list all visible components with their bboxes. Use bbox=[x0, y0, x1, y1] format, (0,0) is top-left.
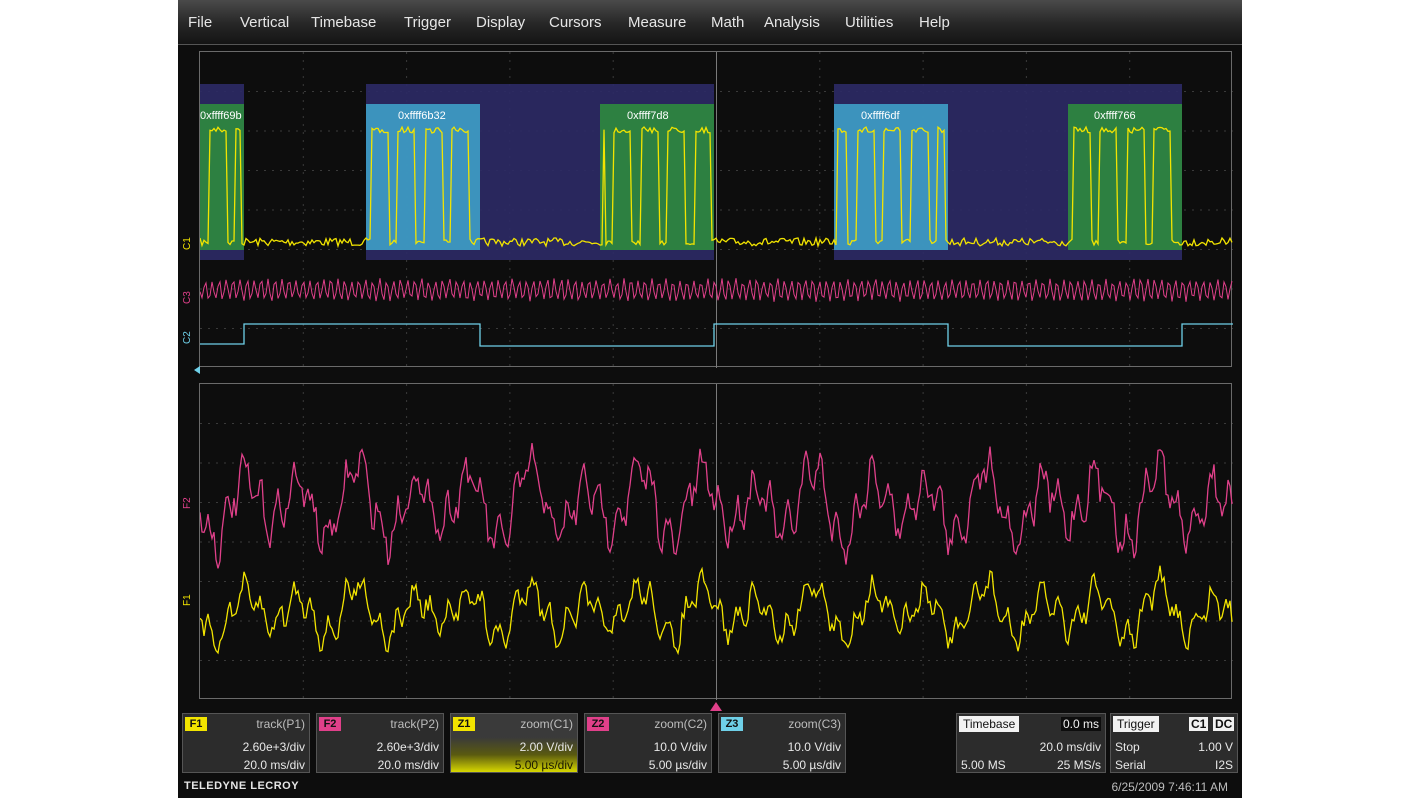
oscilloscope-screen: File Vertical Timebase Trigger Display C… bbox=[178, 0, 1242, 798]
panel-f2-hscale: 20.0 ms/div bbox=[377, 758, 439, 772]
trace-c1 bbox=[200, 125, 1233, 249]
panel-z2-vscale: 10.0 V/div bbox=[653, 740, 707, 754]
menu-timebase[interactable]: Timebase bbox=[311, 14, 377, 31]
timebase-samples: 5.00 MS bbox=[961, 758, 1006, 772]
panel-z2-badge: Z2 bbox=[587, 717, 609, 731]
decode-tag-1: 0xffff69b bbox=[200, 110, 242, 122]
panel-f2[interactable]: F2 track(P2) 2.60e+3/div 20.0 ms/div bbox=[316, 713, 444, 773]
decode-tag-2: 0xffff6b32 bbox=[398, 110, 446, 122]
timebase-header: Timebase bbox=[959, 716, 1020, 732]
panel-z2-hscale: 5.00 µs/div bbox=[648, 758, 707, 772]
decode-tag-5: 0xffff766 bbox=[1094, 110, 1136, 122]
menu-bar: File Vertical Timebase Trigger Display C… bbox=[178, 0, 1242, 45]
panel-z3-vscale: 10.0 V/div bbox=[787, 740, 841, 754]
panel-z1-vscale: 2.00 V/div bbox=[519, 740, 573, 754]
menu-file[interactable]: File bbox=[188, 14, 213, 31]
timebase-offset: 0.0 ms bbox=[1060, 717, 1101, 731]
trigger-coupling: DC bbox=[1213, 717, 1235, 731]
trigger-source: C1 bbox=[1189, 717, 1209, 731]
menu-help[interactable]: Help bbox=[919, 14, 950, 31]
panel-z2-title: zoom(C2) bbox=[654, 717, 707, 731]
panel-f2-vscale: 2.60e+3/div bbox=[376, 740, 439, 754]
panel-z3[interactable]: Z3 zoom(C3) 10.0 V/div 5.00 µs/div bbox=[718, 713, 846, 773]
menu-measure[interactable]: Measure bbox=[628, 14, 687, 31]
trigger-header: Trigger bbox=[1113, 716, 1159, 732]
trigger-type: Serial bbox=[1115, 758, 1146, 772]
panel-f1-title: track(P1) bbox=[256, 717, 305, 731]
decode-packet-box bbox=[366, 104, 480, 250]
channel-label-c3: C3 bbox=[182, 291, 193, 304]
menu-trigger[interactable]: Trigger bbox=[404, 14, 451, 31]
lower-traces bbox=[200, 384, 1233, 700]
panel-f1-hscale: 20.0 ms/div bbox=[243, 758, 305, 772]
decode-tag-3: 0xffff7d8 bbox=[627, 110, 669, 122]
panel-z3-title: zoom(C3) bbox=[788, 717, 841, 731]
panel-f1-vscale: 2.60e+3/div bbox=[242, 740, 305, 754]
decode-packet-box bbox=[1068, 104, 1182, 250]
menu-utilities[interactable]: Utilities bbox=[845, 14, 894, 31]
panel-z1-badge: Z1 bbox=[453, 717, 475, 731]
panel-z1-hscale: 5.00 µs/div bbox=[514, 758, 573, 772]
timebase-rate: 25 MS/s bbox=[1056, 758, 1101, 772]
channel-label-f1: F1 bbox=[182, 594, 193, 606]
panel-z1[interactable]: Z1 zoom(C1) 2.00 V/div 5.00 µs/div bbox=[450, 713, 578, 773]
trigger-position-marker bbox=[710, 702, 722, 711]
brand-logo: TELEDYNE LECROY bbox=[184, 780, 300, 792]
timebase-per-div: 20.0 ms/div bbox=[1039, 740, 1101, 754]
decode-packet-box bbox=[600, 104, 714, 250]
panel-f2-title: track(P2) bbox=[390, 717, 439, 731]
channel-label-c1: C1 bbox=[182, 237, 193, 250]
trace-f1 bbox=[200, 565, 1233, 656]
zoom-marker-left bbox=[194, 366, 200, 374]
menu-display[interactable]: Display bbox=[476, 14, 526, 31]
trigger-protocol: I2S bbox=[1214, 758, 1233, 772]
menu-cursors[interactable]: Cursors bbox=[549, 14, 602, 31]
trigger-panel[interactable]: Trigger C1 DC Stop 1.00 V Serial I2S bbox=[1110, 713, 1238, 773]
menu-vertical[interactable]: Vertical bbox=[240, 14, 290, 31]
channel-label-c2: C2 bbox=[182, 331, 193, 344]
panel-z2[interactable]: Z2 zoom(C2) 10.0 V/div 5.00 µs/div bbox=[584, 713, 712, 773]
panel-z1-title: zoom(C1) bbox=[520, 717, 573, 731]
upper-waveform-grid[interactable]: 0xffff69b 0xffff6b32 0xffff7d8 0xffff6df… bbox=[182, 51, 1233, 368]
trigger-mode: Stop bbox=[1115, 740, 1140, 754]
panel-f1-badge: F1 bbox=[185, 717, 207, 731]
lower-waveform-grid[interactable]: F2 F1 bbox=[182, 383, 1233, 700]
panel-z3-hscale: 5.00 µs/div bbox=[782, 758, 841, 772]
trace-c3 bbox=[200, 278, 1233, 302]
timebase-panel[interactable]: Timebase 0.0 ms 20.0 ms/div 5.00 MS 25 M… bbox=[956, 713, 1106, 773]
menu-math[interactable]: Math bbox=[711, 14, 745, 31]
decode-packet-box bbox=[834, 104, 948, 250]
decode-tag-4: 0xffff6df bbox=[861, 110, 900, 122]
upper-traces bbox=[200, 52, 1233, 368]
channel-label-f2: F2 bbox=[182, 497, 193, 509]
trace-f2 bbox=[200, 443, 1233, 569]
panel-f1[interactable]: F1 track(P1) 2.60e+3/div 20.0 ms/div bbox=[182, 713, 310, 773]
trigger-level: 1.00 V bbox=[1198, 740, 1233, 754]
panel-z3-badge: Z3 bbox=[721, 717, 743, 731]
date-time: 6/25/2009 7:46:11 AM bbox=[1111, 780, 1228, 794]
trace-c2 bbox=[200, 323, 1233, 347]
panel-f2-badge: F2 bbox=[319, 717, 341, 731]
menu-analysis[interactable]: Analysis bbox=[764, 14, 820, 31]
decode-packet-box bbox=[200, 104, 244, 250]
